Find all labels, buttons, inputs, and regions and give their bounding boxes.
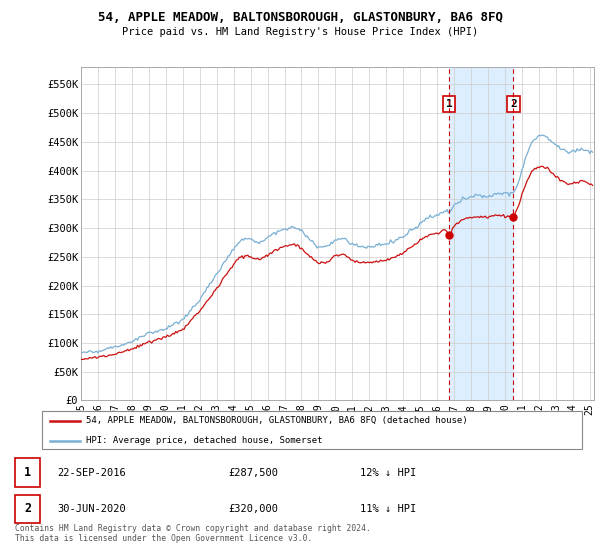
Text: 12% ↓ HPI: 12% ↓ HPI bbox=[360, 468, 416, 478]
Text: 1: 1 bbox=[24, 466, 31, 479]
Text: 54, APPLE MEADOW, BALTONSBOROUGH, GLASTONBURY, BA6 8FQ (detached house): 54, APPLE MEADOW, BALTONSBOROUGH, GLASTO… bbox=[86, 416, 468, 424]
Text: 54, APPLE MEADOW, BALTONSBOROUGH, GLASTONBURY, BA6 8FQ: 54, APPLE MEADOW, BALTONSBOROUGH, GLASTO… bbox=[97, 11, 503, 24]
Text: HPI: Average price, detached house, Somerset: HPI: Average price, detached house, Some… bbox=[86, 436, 323, 445]
FancyBboxPatch shape bbox=[42, 411, 582, 449]
Text: 2: 2 bbox=[24, 502, 31, 515]
Bar bbox=[449, 67, 514, 400]
Text: £287,500: £287,500 bbox=[228, 468, 278, 478]
Text: 11% ↓ HPI: 11% ↓ HPI bbox=[360, 504, 416, 514]
Text: 2: 2 bbox=[510, 99, 517, 109]
FancyBboxPatch shape bbox=[15, 458, 40, 487]
Text: 30-JUN-2020: 30-JUN-2020 bbox=[57, 504, 126, 514]
Text: £320,000: £320,000 bbox=[228, 504, 278, 514]
FancyBboxPatch shape bbox=[15, 494, 40, 523]
Text: Contains HM Land Registry data © Crown copyright and database right 2024.
This d: Contains HM Land Registry data © Crown c… bbox=[15, 524, 371, 543]
Text: 22-SEP-2016: 22-SEP-2016 bbox=[57, 468, 126, 478]
Text: 1: 1 bbox=[446, 99, 452, 109]
Text: Price paid vs. HM Land Registry's House Price Index (HPI): Price paid vs. HM Land Registry's House … bbox=[122, 27, 478, 37]
